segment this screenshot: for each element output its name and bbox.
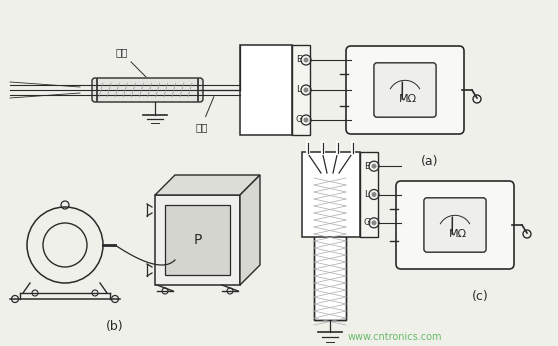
- Text: P: P: [193, 233, 201, 247]
- Circle shape: [372, 220, 377, 225]
- Text: MΩ: MΩ: [449, 229, 467, 239]
- Text: G: G: [364, 218, 371, 227]
- Bar: [314, 178, 346, 320]
- Bar: [302, 152, 360, 237]
- FancyBboxPatch shape: [92, 78, 203, 102]
- Text: MΩ: MΩ: [399, 94, 417, 104]
- Circle shape: [304, 88, 309, 92]
- Text: E: E: [364, 162, 369, 171]
- Bar: [155, 195, 240, 285]
- Circle shape: [304, 118, 309, 122]
- FancyBboxPatch shape: [374, 63, 436, 117]
- FancyBboxPatch shape: [424, 198, 486, 252]
- Text: 导线: 导线: [195, 97, 214, 132]
- Text: www.cntronics.com: www.cntronics.com: [348, 332, 442, 342]
- Text: E: E: [296, 55, 302, 64]
- Circle shape: [304, 57, 309, 63]
- Text: (b): (b): [106, 320, 124, 333]
- Bar: [165, 205, 230, 275]
- Text: (a): (a): [421, 155, 439, 168]
- Text: (c): (c): [472, 290, 488, 303]
- FancyBboxPatch shape: [396, 181, 514, 269]
- Bar: [360, 152, 378, 237]
- Circle shape: [372, 164, 377, 169]
- Text: L: L: [364, 190, 369, 199]
- FancyBboxPatch shape: [346, 46, 464, 134]
- Bar: [292, 45, 310, 135]
- Polygon shape: [155, 175, 260, 195]
- Text: 鈢管: 鈢管: [115, 47, 146, 77]
- Text: L: L: [296, 85, 301, 94]
- Circle shape: [372, 192, 377, 197]
- Text: G: G: [296, 116, 303, 125]
- Bar: [240, 45, 292, 135]
- Bar: [314, 178, 346, 320]
- Polygon shape: [240, 175, 260, 285]
